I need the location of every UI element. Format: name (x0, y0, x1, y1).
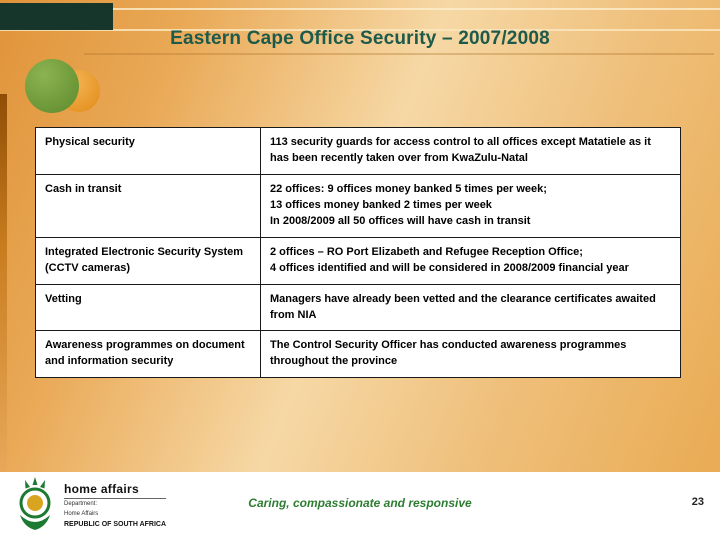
footer-tagline: Caring, compassionate and responsive (248, 496, 472, 510)
row-label: Vetting (35, 283, 261, 332)
table-row: Cash in transit 22 offices: 9 offices mo… (35, 173, 681, 238)
decorative-top-line-2 (0, 29, 720, 31)
row-value: 22 offices: 9 offices money banked 5 tim… (260, 173, 681, 238)
footer: home affairs Department: Home Affairs RE… (0, 472, 720, 540)
department-name: Home Affairs (64, 510, 99, 517)
green-circle-decoration (25, 59, 79, 113)
coat-of-arms-logo (19, 477, 51, 530)
table-row: Integrated Electronic Security System (C… (35, 236, 681, 285)
row-value: The Control Security Officer has conduct… (260, 330, 681, 379)
slide-title: Eastern Cape Office Security – 2007/2008 (170, 28, 550, 49)
logo-rule-line (64, 498, 166, 499)
table-row: Awareness programmes on document and inf… (35, 330, 681, 379)
row-value: Managers have already been vetted and th… (260, 283, 681, 332)
table-row: Vetting Managers have already been vette… (35, 283, 681, 332)
home-affairs-wordmark: home affairs (64, 482, 139, 496)
security-table: Physical security 113 security guards fo… (35, 127, 681, 379)
logo-text-block: home affairs Department: Home Affairs RE… (64, 482, 166, 528)
row-label: Physical security (35, 127, 261, 175)
table-row: Physical security 113 security guards fo… (35, 127, 681, 175)
row-label: Awareness programmes on document and inf… (35, 330, 261, 379)
row-value: 2 offices – RO Port Elizabeth and Refuge… (260, 236, 681, 285)
decorative-top-line (0, 8, 720, 10)
left-edge-stripe (0, 94, 7, 472)
top-left-dark-block (0, 3, 113, 30)
department-label: Department: (64, 501, 98, 507)
page-number: 23 (691, 496, 704, 508)
country-label: REPUBLIC OF SOUTH AFRICA (64, 521, 167, 529)
row-value: 113 security guards for access control t… (260, 127, 681, 175)
row-label: Integrated Electronic Security System (C… (35, 236, 261, 285)
title-underline-stroke (84, 53, 714, 55)
row-label: Cash in transit (35, 173, 261, 238)
